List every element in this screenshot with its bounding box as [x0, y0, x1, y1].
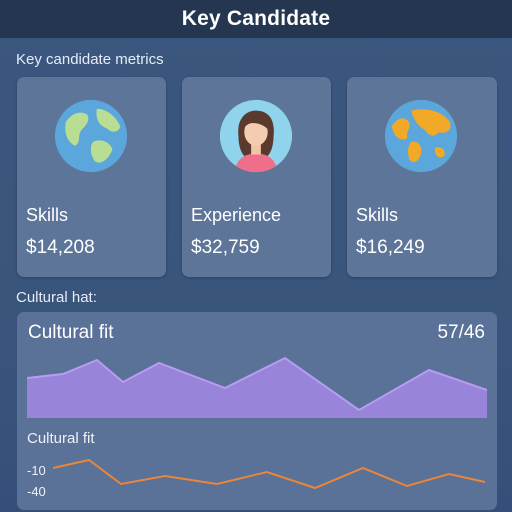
metric-card-skills-2[interactable]: Skills $16,249 — [347, 77, 497, 277]
card-title: Experience — [191, 205, 282, 225]
cultural-fit-score: 57/46 — [437, 322, 485, 343]
area-chart-line — [27, 356, 487, 412]
card-value: $16,249 — [356, 237, 425, 258]
y-tick-label: -10 — [27, 463, 46, 478]
globe-icon — [384, 99, 458, 173]
cultural-fit-area-chart — [27, 356, 487, 418]
y-tick-label: -40 — [27, 484, 46, 499]
page-title: Key Candidate — [181, 7, 331, 30]
cultural-fit-panel: Cultural fit 57/46 Cultural fit -10 -40 — [17, 312, 497, 510]
panel-title: Cultural fit — [28, 322, 114, 343]
cultural-fit-line-chart — [52, 458, 486, 490]
metric-card-experience[interactable]: Experience $32,759 — [182, 77, 331, 277]
sub-chart-title: Cultural fit — [27, 430, 95, 447]
globe-icon — [54, 99, 128, 173]
card-title: Skills — [26, 205, 69, 225]
person-avatar-icon — [219, 99, 293, 173]
cultural-section-label: Cultural hat: — [16, 289, 97, 306]
area-chart-fill — [27, 358, 487, 418]
card-value: $14,208 — [26, 237, 95, 258]
header-bar: Key Candidate — [0, 0, 512, 38]
metric-card-skills[interactable]: Skills $14,208 — [17, 77, 166, 277]
card-title: Skills — [356, 205, 399, 225]
metrics-section-label: Key candidate metrics — [16, 51, 164, 68]
line-chart-series — [52, 458, 486, 490]
card-value: $32,759 — [191, 237, 260, 258]
